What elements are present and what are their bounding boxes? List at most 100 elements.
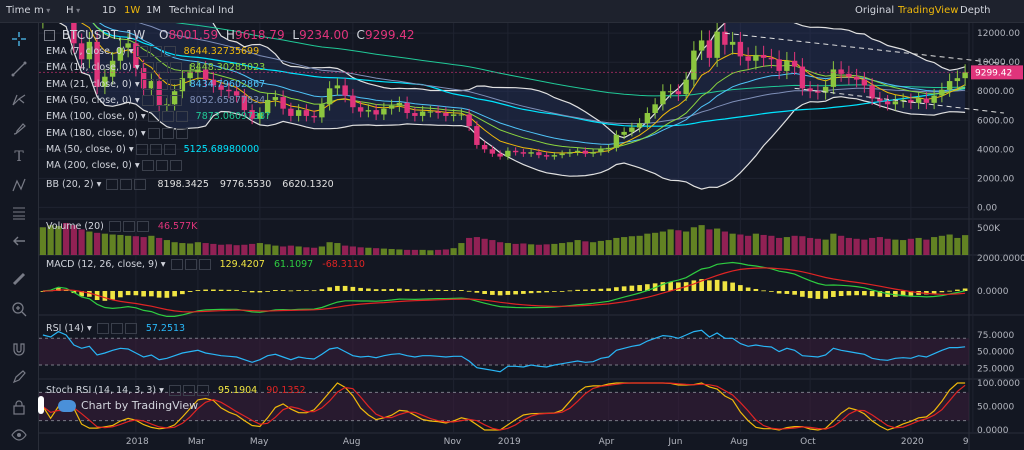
close-icon[interactable] xyxy=(136,221,149,232)
open-label: O xyxy=(159,28,169,42)
rsi-label[interactable]: RSI (14) xyxy=(46,323,84,334)
time-tick-label: Aug xyxy=(730,437,748,447)
indicator-label[interactable]: EMA (180, close, 0) xyxy=(46,127,138,139)
volume-bar xyxy=(365,247,372,255)
hide-icon[interactable] xyxy=(149,143,162,155)
crosshair-icon[interactable] xyxy=(7,29,31,49)
close-icon[interactable] xyxy=(163,46,176,57)
symbol-name[interactable]: BTCUSDT xyxy=(61,28,119,42)
macd-histogram-bar xyxy=(722,281,728,291)
view-tradingview-button[interactable]: TradingView xyxy=(898,5,959,16)
close-icon[interactable] xyxy=(169,78,182,90)
macd-histogram-bar xyxy=(242,291,247,292)
candle-body xyxy=(737,41,744,57)
settings-icon[interactable] xyxy=(147,111,160,123)
pattern-icon[interactable] xyxy=(7,175,31,195)
tradingview-watermark[interactable]: Chart by TradingView xyxy=(58,399,198,412)
lock-icon[interactable] xyxy=(7,397,31,417)
settings-icon[interactable] xyxy=(96,323,109,334)
hide-icon[interactable] xyxy=(149,46,162,57)
settings-icon[interactable] xyxy=(106,179,119,190)
hide-icon[interactable] xyxy=(184,259,197,270)
macd-histogram-bar xyxy=(769,291,774,292)
hide-icon[interactable] xyxy=(110,323,123,334)
back-arrow-icon[interactable] xyxy=(7,231,31,251)
settings-icon[interactable] xyxy=(168,385,181,396)
interval-1w-button[interactable]: 1W xyxy=(124,5,141,16)
close-icon[interactable] xyxy=(169,94,182,106)
settings-icon[interactable] xyxy=(141,78,154,90)
zoom-in-icon[interactable] xyxy=(7,299,31,319)
indicator-label[interactable]: MA (200, close, 0) xyxy=(46,160,132,172)
close-icon[interactable] xyxy=(163,143,176,155)
candle-body xyxy=(396,102,403,106)
interval-1d-button[interactable]: 1D xyxy=(102,5,117,16)
settings-icon[interactable] xyxy=(147,127,160,139)
view-original-button[interactable]: Original xyxy=(855,5,895,16)
close-icon[interactable] xyxy=(134,179,147,190)
settings-icon[interactable] xyxy=(141,62,154,74)
close-icon[interactable] xyxy=(198,259,211,270)
candle-body xyxy=(745,56,751,61)
volume-bar xyxy=(194,242,201,255)
fib-retracement-icon[interactable] xyxy=(7,203,31,223)
close-icon[interactable] xyxy=(169,160,182,172)
interval-1m-button[interactable]: 1M xyxy=(146,5,161,16)
hide-icon[interactable] xyxy=(161,111,174,123)
time-label[interactable]: Time xyxy=(6,5,31,16)
lock-pencil-icon[interactable] xyxy=(7,367,31,387)
bb-label[interactable]: BB (20, 2) xyxy=(46,179,94,190)
settings-icon[interactable] xyxy=(135,46,148,57)
hide-icon[interactable] xyxy=(155,94,168,106)
indicator-label[interactable]: MA (50, close, 0) xyxy=(46,143,126,155)
indicator-label[interactable]: EMA (50, close, 0) xyxy=(46,94,132,106)
indicator-label[interactable]: EMA (14, close, 0) xyxy=(46,62,132,74)
hide-icon[interactable] xyxy=(155,78,168,90)
interval-hours-dropdown[interactable]: H xyxy=(62,3,84,19)
hide-icon[interactable] xyxy=(182,385,195,396)
settings-icon[interactable] xyxy=(170,259,183,270)
hide-icon[interactable] xyxy=(155,160,168,172)
text-tool-icon[interactable]: T xyxy=(14,149,24,165)
close-icon[interactable] xyxy=(124,323,137,334)
candle-body xyxy=(412,113,418,116)
macd-histogram-bar xyxy=(141,291,146,297)
brush-icon[interactable] xyxy=(7,119,31,139)
hide-icon[interactable] xyxy=(122,221,135,232)
collapse-icon[interactable] xyxy=(44,30,55,41)
candle-body xyxy=(350,95,356,108)
indicator-label[interactable]: EMA (7, close, 0) xyxy=(46,46,126,57)
technical-indicators-button[interactable]: Technical Ind xyxy=(169,5,234,16)
eye-icon[interactable] xyxy=(7,425,31,445)
close-icon[interactable] xyxy=(175,111,188,123)
pitchfork-icon[interactable] xyxy=(7,89,31,109)
volume-bar xyxy=(946,234,953,255)
hide-icon[interactable] xyxy=(120,179,133,190)
close-icon[interactable] xyxy=(175,127,188,139)
trendline-icon[interactable] xyxy=(7,59,31,79)
settings-icon[interactable] xyxy=(135,143,148,155)
hide-icon[interactable] xyxy=(161,127,174,139)
macd-label[interactable]: MACD (12, 26, close, 9) xyxy=(46,259,158,270)
volume-bar xyxy=(791,235,798,255)
indicator-label[interactable]: EMA (100, close, 0) xyxy=(46,111,138,123)
view-depth-button[interactable]: Depth xyxy=(960,5,991,16)
magnet-icon[interactable] xyxy=(7,339,31,359)
volume-label[interactable]: Volume (20) xyxy=(46,221,104,232)
macd-histogram-bar xyxy=(660,282,666,291)
chart-area[interactable]: 12000.00 10000.00 8000.00 6000.00 4000.00 200… xyxy=(39,23,1024,450)
volume-bar xyxy=(729,233,736,255)
settings-icon[interactable] xyxy=(141,94,154,106)
settings-icon[interactable] xyxy=(141,160,154,172)
close-icon[interactable] xyxy=(196,385,209,396)
time-tick-label: 2020 xyxy=(901,437,924,447)
scroll-handle[interactable] xyxy=(38,396,44,414)
settings-icon[interactable] xyxy=(108,221,121,232)
stoch-label[interactable]: Stoch RSI (14, 14, 3, 3) xyxy=(46,385,157,396)
hide-icon[interactable] xyxy=(155,62,168,74)
close-icon[interactable] xyxy=(169,62,182,74)
indicator-label[interactable]: EMA (21, close, 0) xyxy=(46,78,132,90)
candle-body xyxy=(109,60,116,77)
ruler-icon[interactable] xyxy=(7,269,31,289)
interval-minutes-dropdown[interactable]: m xyxy=(30,3,54,19)
